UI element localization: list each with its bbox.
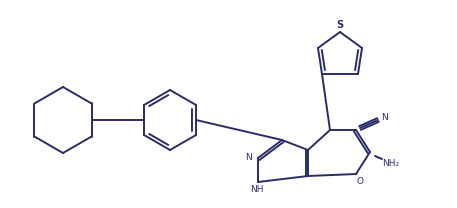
Text: NH: NH: [250, 184, 264, 193]
Text: NH₂: NH₂: [383, 158, 399, 167]
Text: O: O: [356, 177, 363, 186]
Text: N: N: [381, 114, 388, 123]
Text: S: S: [336, 20, 344, 30]
Text: N: N: [245, 152, 252, 161]
